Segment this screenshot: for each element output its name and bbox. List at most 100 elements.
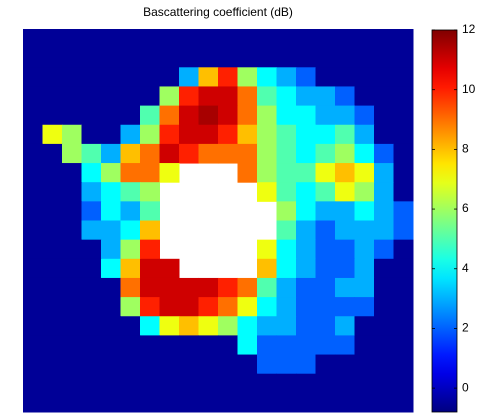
heatmap-cell <box>335 182 355 202</box>
heatmap-cell <box>394 163 414 183</box>
heatmap-cell <box>101 182 121 202</box>
heatmap-cell <box>277 393 297 413</box>
heatmap-cell <box>335 278 355 298</box>
heatmap-cell <box>160 335 180 355</box>
heatmap-cell <box>277 374 297 394</box>
heatmap-cell <box>179 374 199 394</box>
heatmap-cell <box>218 144 238 164</box>
heatmap-cell <box>394 297 414 317</box>
heatmap-cell <box>160 48 180 68</box>
heatmap-cell <box>23 125 43 145</box>
heatmap-cell <box>394 335 414 355</box>
heatmap-cell <box>199 393 219 413</box>
heatmap-cell <box>82 393 102 413</box>
heatmap-cell <box>238 48 258 68</box>
heatmap-cell <box>43 316 63 336</box>
heatmap-cell <box>335 29 355 49</box>
heatmap-cell <box>316 106 336 126</box>
heatmap-cell <box>160 278 180 298</box>
heatmap-cell <box>121 259 141 279</box>
heatmap-cell <box>335 393 355 413</box>
heatmap-cell <box>23 278 43 298</box>
heatmap-cell <box>257 86 277 106</box>
colorbar-tick-label: 6 <box>462 201 469 215</box>
heatmap-cell <box>121 67 141 87</box>
heatmap-cell <box>277 259 297 279</box>
heatmap-cell <box>316 29 336 49</box>
heatmap-cell <box>140 259 160 279</box>
heatmap-cell <box>316 125 336 145</box>
heatmap-cell <box>296 67 316 87</box>
heatmap-cell <box>121 163 141 183</box>
heatmap-cell <box>374 240 394 260</box>
heatmap-cell <box>121 144 141 164</box>
heatmap-cell <box>316 163 336 183</box>
heatmap-cell <box>394 48 414 68</box>
heatmap-cell <box>296 106 316 126</box>
heatmap-cell <box>43 48 63 68</box>
heatmap-cell <box>316 201 336 221</box>
heatmap-cell <box>257 182 277 202</box>
heatmap-cell <box>43 163 63 183</box>
heatmap-cell <box>355 67 375 87</box>
heatmap-cell <box>199 278 219 298</box>
heatmap-cell <box>257 163 277 183</box>
colorbar-tick-label: 12 <box>462 22 476 36</box>
heatmap-cell <box>179 86 199 106</box>
heatmap-cell <box>140 144 160 164</box>
heatmap-cell <box>355 221 375 241</box>
heatmap-cell <box>199 374 219 394</box>
heatmap-cell <box>101 355 121 375</box>
heatmap-cell <box>296 240 316 260</box>
heatmap-cell <box>238 67 258 87</box>
heatmap-cell <box>218 29 238 49</box>
heatmap-cell <box>101 393 121 413</box>
heatmap-cell <box>121 316 141 336</box>
heatmap-cell <box>394 393 414 413</box>
heatmap-cell <box>82 355 102 375</box>
colorbar-tick-label: 8 <box>462 142 469 156</box>
heatmap-cell <box>316 48 336 68</box>
heatmap-cell <box>316 316 336 336</box>
heatmap-cell <box>160 259 180 279</box>
heatmap-cell <box>140 201 160 221</box>
heatmap-cell <box>23 259 43 279</box>
heatmap-cell <box>62 259 82 279</box>
heatmap-cell <box>374 182 394 202</box>
heatmap-cell <box>23 355 43 375</box>
heatmap-cell <box>23 316 43 336</box>
heatmap-cell <box>23 48 43 68</box>
heatmap-cell <box>316 67 336 87</box>
heatmap-cell <box>335 144 355 164</box>
heatmap-cell <box>374 221 394 241</box>
heatmap-cell <box>62 278 82 298</box>
heatmap-cell <box>394 374 414 394</box>
heatmap-cell <box>140 335 160 355</box>
heatmap-cell <box>23 163 43 183</box>
heatmap-cell <box>43 201 63 221</box>
heatmap-cell <box>23 221 43 241</box>
heatmap-cell <box>82 316 102 336</box>
heatmap-cell <box>218 67 238 87</box>
heatmap-cell <box>101 316 121 336</box>
heatmap-cell <box>160 106 180 126</box>
heatmap-cell <box>394 67 414 87</box>
heatmap-cell <box>296 355 316 375</box>
heatmap-cell <box>238 86 258 106</box>
heatmap-cell <box>296 374 316 394</box>
heatmap-cell <box>355 48 375 68</box>
heatmap-cell <box>374 316 394 336</box>
heatmap-cell <box>355 278 375 298</box>
heatmap-cell <box>82 106 102 126</box>
heatmap-cell <box>238 163 258 183</box>
heatmap-cell <box>238 374 258 394</box>
heatmap-cell <box>121 125 141 145</box>
heatmap-cell <box>316 278 336 298</box>
heatmap-cell <box>277 29 297 49</box>
heatmap-cell <box>394 86 414 106</box>
heatmap-cell <box>82 48 102 68</box>
heatmap-cell <box>62 240 82 260</box>
heatmap-cell <box>374 144 394 164</box>
heatmap-cell <box>82 29 102 49</box>
heatmap-cell <box>23 374 43 394</box>
